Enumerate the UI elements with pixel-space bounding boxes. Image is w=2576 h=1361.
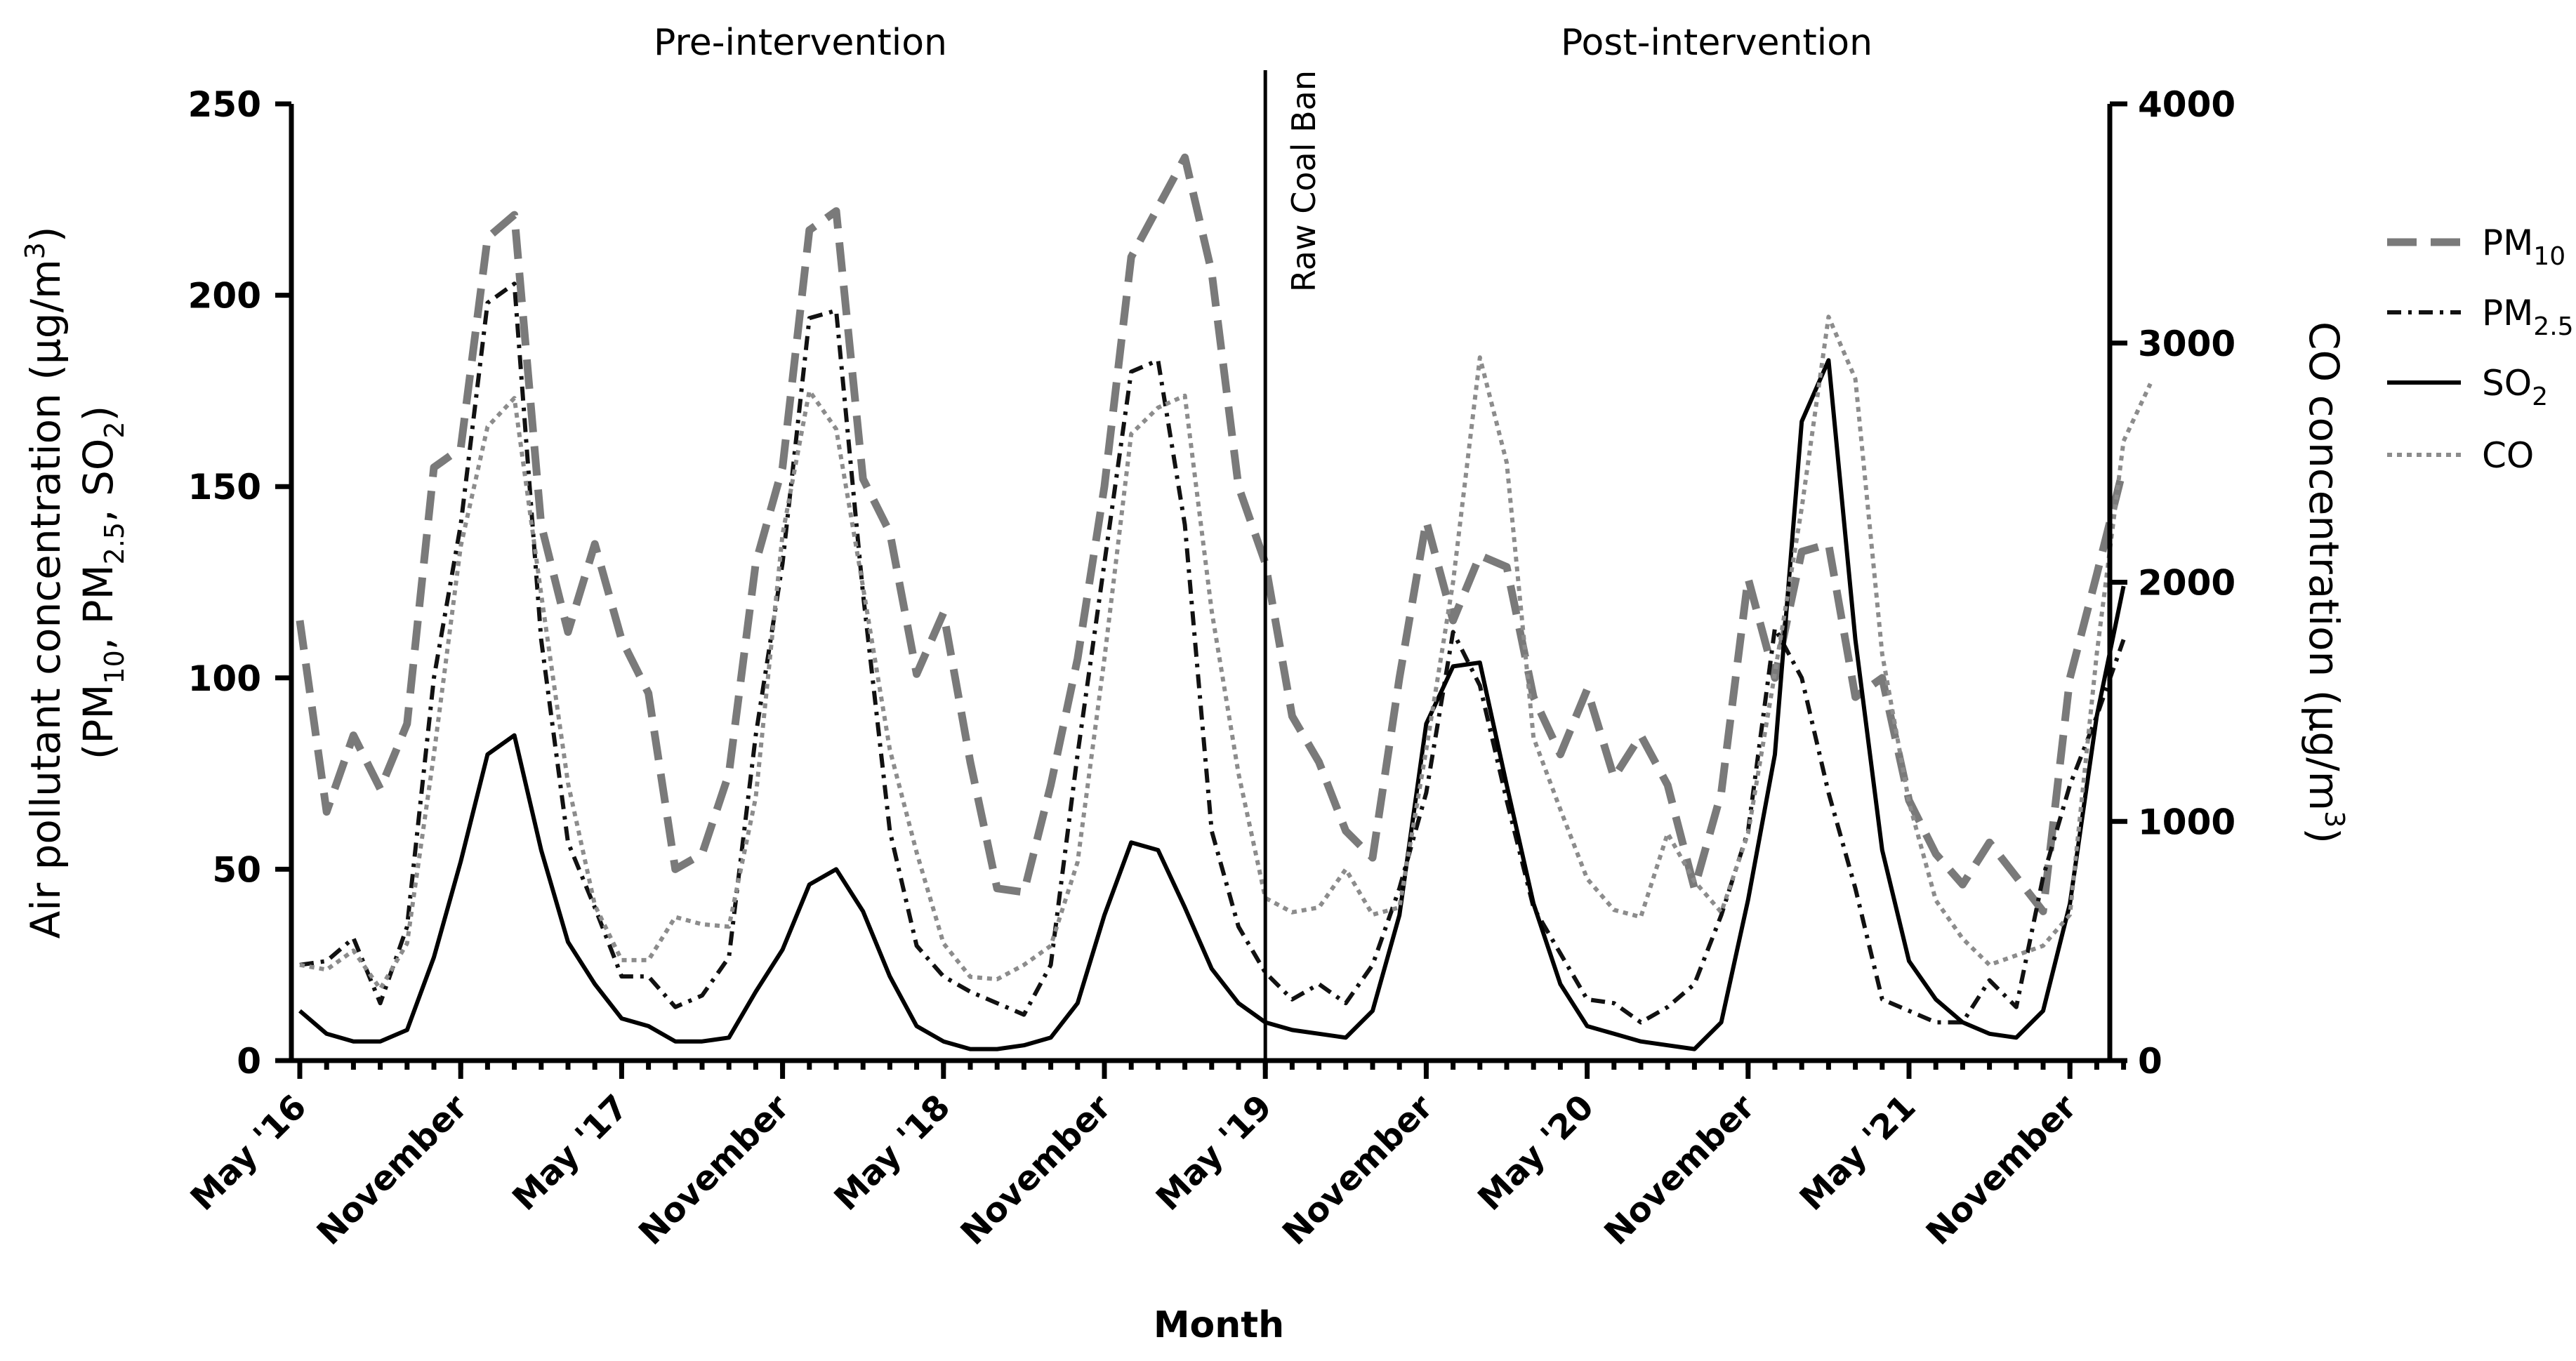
left-axis-title-pm25: , PM (74, 564, 122, 650)
series-line-CO (299, 314, 2153, 991)
left-axis-title-end: ) (22, 227, 70, 243)
legend-label-PM25: PM2.5 (2482, 293, 2574, 341)
right-y-tick-label: 4000 (2138, 84, 2235, 125)
post-intervention-label: Post-intervention (1561, 22, 1872, 64)
legend-label-base: SO (2482, 363, 2532, 404)
legend-label-SO2: SO2 (2482, 363, 2548, 411)
right-y-tick-label: 0 (2138, 1041, 2162, 1082)
legend-label-base: PM (2482, 293, 2533, 333)
left-y-tick-label: 50 (212, 849, 261, 890)
right-axis-title-sup: 3 (2319, 811, 2350, 828)
x-tick-label: November (631, 1087, 797, 1253)
x-tick-label: May '17 (505, 1087, 636, 1219)
left-axis-title-sub25: 2.5 (99, 522, 130, 564)
x-tick-label: May '21 (1792, 1087, 1924, 1219)
right-y-tick-label: 1000 (2138, 802, 2235, 842)
x-tick-label: November (1597, 1087, 1762, 1253)
left-axis-title-so: , SO (74, 439, 122, 522)
left-axis-title-main: Air pollutant concentration (μg/m (22, 259, 70, 938)
x-tick-label: November (310, 1087, 475, 1253)
x-tick-label: November (1919, 1087, 2085, 1253)
svg-text:CO concentration (μg/m3): CO concentration (μg/m3) (2300, 321, 2350, 844)
right-axis-title: CO concentration (μg/m3) (2300, 321, 2350, 844)
legend-label-sub: 2 (2532, 383, 2548, 411)
left-axis-title-sup: 3 (20, 242, 51, 259)
left-axis-title-pm: (PM (74, 684, 122, 760)
x-tick-label: May '20 (1470, 1087, 1601, 1219)
x-tick-label: May '18 (826, 1087, 958, 1219)
series-line-PM10 (296, 153, 2127, 915)
series-line-PM25 (299, 281, 2126, 1025)
left-axis-title-close: ) (74, 406, 122, 422)
series-line-SO2 (298, 358, 2126, 1051)
x-tick-label: November (953, 1087, 1119, 1253)
left-y-tick-label: 200 (188, 276, 261, 317)
right-y-tick-label: 3000 (2138, 324, 2235, 364)
raw-coal-ban-label: Raw Coal Ban (1285, 70, 1323, 292)
x-tick-label: November (1275, 1087, 1441, 1253)
pre-intervention-label: Pre-intervention (654, 22, 947, 64)
x-tick-label: May '19 (1149, 1087, 1280, 1219)
left-axis-title: Air pollutant concentration (μg/m3) (PM1… (20, 227, 130, 939)
left-axis-title-sub2: 2 (99, 421, 130, 438)
svg-text:Air pollutant concentration (μ: Air pollutant concentration (μg/m3) (20, 227, 70, 939)
left-axis-title-sub10: 10 (99, 650, 130, 684)
right-axis-title-end: ) (2300, 828, 2348, 844)
legend-label-CO: CO (2482, 435, 2534, 476)
left-y-tick-label: 250 (188, 84, 261, 125)
legend-label-sub: 10 (2533, 242, 2565, 271)
x-tick-label: May '16 (183, 1087, 315, 1219)
left-y-tick-label: 100 (188, 658, 261, 699)
series-layer (296, 153, 2153, 1051)
left-y-tick-label: 0 (237, 1041, 261, 1082)
left-y-tick-label: 150 (188, 467, 261, 507)
svg-text:(PM10, PM2.5, SO2): (PM10, PM2.5, SO2) (74, 406, 130, 760)
right-axis-title-main: CO concentration (μg/m (2300, 321, 2348, 811)
legend-label-PM10: PM10 (2482, 223, 2565, 271)
x-axis-title: Month (1154, 1304, 1284, 1346)
legend-label-base: CO (2482, 435, 2534, 476)
legend-label-sub: 2.5 (2533, 312, 2573, 341)
right-y-tick-label: 2000 (2138, 563, 2235, 604)
legend-label-base: PM (2482, 223, 2533, 263)
